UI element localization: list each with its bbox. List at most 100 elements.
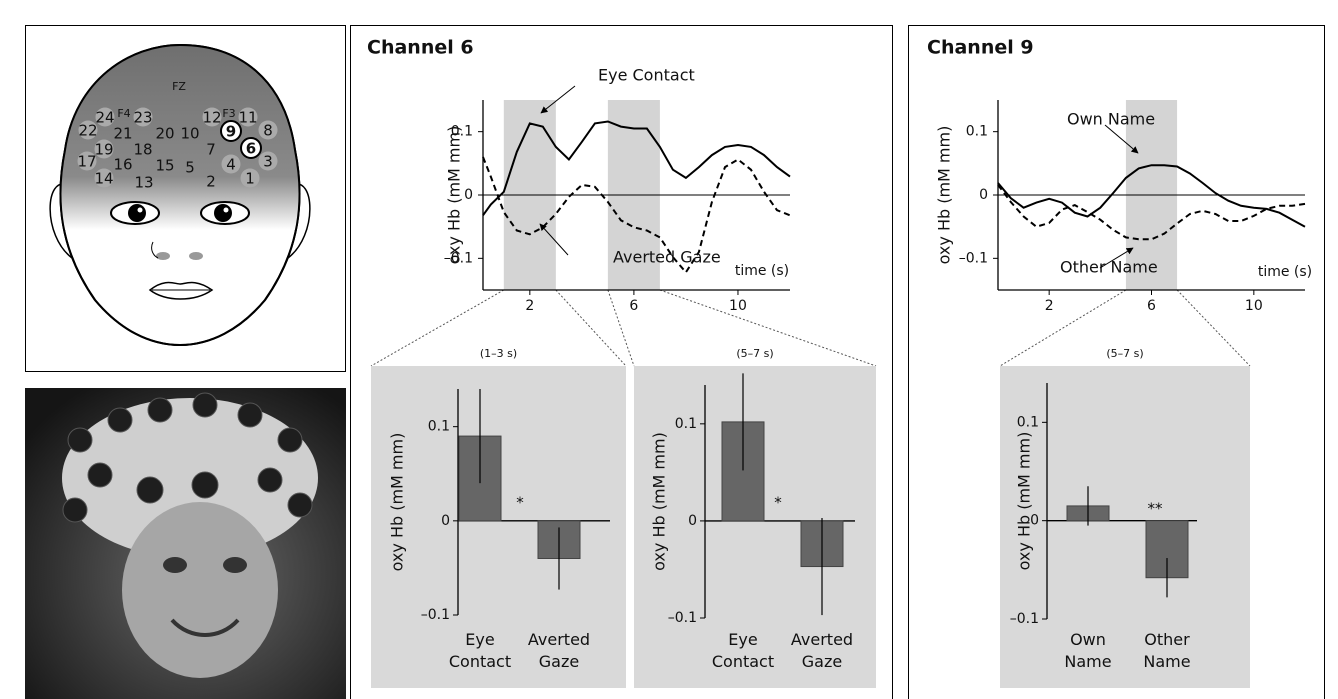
x-tick-label: Other Name	[1143, 630, 1190, 671]
x-tick-label: Eye Contact	[449, 630, 511, 671]
x-tick-label: 2	[525, 298, 534, 314]
y-tick-label: 0	[979, 187, 988, 203]
bar-panel	[371, 366, 626, 688]
y-tick-label: 0	[1030, 513, 1039, 529]
y-tick-label: 0.1	[1017, 414, 1039, 430]
zoom-line	[370, 289, 505, 367]
y-axis-label: oxy Hb (mM mm)	[1015, 432, 1034, 571]
channel-marker	[202, 107, 222, 127]
channel-label: 23	[133, 109, 152, 127]
annotation-arrow	[1104, 124, 1139, 154]
head-label: FZ	[172, 80, 186, 93]
y-tick-label: 0.1	[966, 124, 988, 140]
bar-panel	[1000, 366, 1250, 688]
head-label: F3	[222, 107, 235, 120]
y-tick-label: –0.1	[959, 250, 988, 266]
channel-label: 4	[226, 156, 236, 174]
channel-label: 7	[206, 141, 216, 159]
channel-label: 9	[226, 123, 236, 141]
channel-marker	[221, 154, 241, 174]
channel-label: 17	[77, 153, 96, 171]
chart-title: Channel 9	[927, 37, 1034, 59]
x-axis-label: time (s)	[1258, 264, 1312, 280]
x-tick-label: 6	[629, 298, 638, 314]
channel-marker	[240, 137, 262, 159]
chart-title: Channel 6	[367, 37, 474, 59]
chart-title: (5–7 s)	[1106, 347, 1143, 360]
channel-label: 11	[238, 109, 257, 127]
channel-label: 15	[155, 157, 174, 175]
zoom-line	[999, 289, 1127, 367]
channel-label: 16	[113, 156, 132, 174]
channel-label: 8	[263, 122, 273, 140]
x-axis-label: time (s)	[735, 263, 789, 279]
y-tick-label: 0.1	[675, 416, 697, 432]
y-axis-label: oxy Hb (mM mm)	[650, 432, 669, 571]
chart-title: (1–3 s)	[480, 347, 517, 360]
channel-label: 22	[78, 122, 97, 140]
y-axis-label: oxy Hb (mM mm)	[388, 433, 407, 572]
series-line	[997, 184, 1306, 241]
y-tick-label: 0.1	[451, 124, 473, 140]
channel-label: 5	[185, 159, 195, 177]
x-tick-label: Averted Gaze	[528, 630, 590, 671]
series-line	[482, 120, 791, 216]
y-axis-label: oxy Hb (mM mm)	[935, 126, 954, 265]
channel-marker	[77, 151, 97, 171]
x-tick-label: Averted Gaze	[791, 630, 853, 671]
channel-marker	[258, 151, 278, 171]
y-axis-label: oxy Hb (mM mm)	[445, 126, 464, 265]
channel-label: 18	[133, 141, 152, 159]
y-tick-label: 0	[441, 513, 450, 529]
head-label: F4	[117, 107, 130, 120]
x-tick-label: 6	[1147, 298, 1156, 314]
y-tick-label: 0.1	[428, 419, 450, 435]
channel-label: 1	[245, 170, 255, 188]
infant-photo	[25, 388, 346, 699]
channel-label: 12	[202, 109, 221, 127]
significance: *	[774, 494, 782, 512]
channel9-panel	[908, 25, 1325, 699]
channel-label: 20	[155, 125, 174, 143]
y-tick-label: –0.1	[421, 607, 450, 623]
channel-label: 24	[95, 109, 114, 127]
channel-marker	[78, 120, 98, 140]
channel-label: 3	[263, 153, 273, 171]
channel-marker	[238, 107, 258, 127]
channel-label: 14	[94, 170, 113, 188]
zoom-lines	[370, 289, 1251, 367]
zoom-line	[1176, 289, 1251, 367]
channel-label: 21	[113, 125, 132, 143]
channel-marker	[133, 107, 153, 127]
channel-label: 10	[180, 125, 199, 143]
y-tick-label: 0	[464, 187, 473, 203]
significance: **	[1148, 500, 1164, 518]
channel-label: 2	[206, 173, 216, 191]
channel-label: 19	[94, 141, 113, 159]
annotation-arrow	[540, 85, 576, 114]
significance: *	[516, 494, 524, 512]
zoom-line	[555, 289, 627, 367]
y-tick-label: –0.1	[668, 610, 697, 626]
y-tick-label: –0.1	[444, 250, 473, 266]
series-label: Other Name	[1060, 258, 1158, 277]
series-label: Own Name	[1067, 110, 1155, 129]
series-label: Averted Gaze	[613, 248, 721, 267]
zoom-line	[607, 289, 635, 367]
channel-marker	[94, 168, 114, 188]
annotation-arrow	[1099, 247, 1134, 269]
channel-label: 6	[246, 140, 256, 158]
x-tick-label: Own Name	[1064, 630, 1111, 671]
channel-marker	[220, 120, 242, 142]
series-label: Eye Contact	[598, 66, 695, 85]
x-tick-label: 10	[1245, 298, 1263, 314]
x-tick-label: Eye Contact	[712, 630, 774, 671]
channel6-panel	[350, 25, 893, 699]
series-line	[482, 156, 791, 274]
y-tick-label: –0.1	[1010, 611, 1039, 627]
channel-marker	[240, 168, 260, 188]
channel-marker	[94, 139, 114, 159]
series-line	[997, 164, 1306, 228]
channel-label: 13	[134, 174, 153, 192]
